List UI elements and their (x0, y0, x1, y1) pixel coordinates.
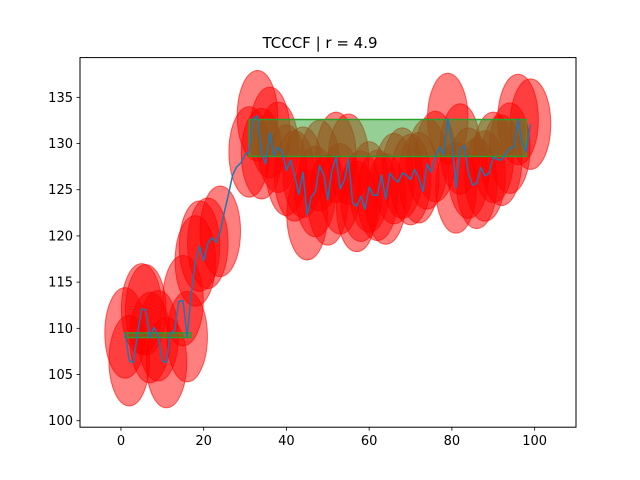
x-tick-label: 100 (522, 434, 547, 449)
y-axis: 100 105 110 115 120 125 130 135 (48, 91, 80, 429)
x-tick-label: 40 (278, 434, 295, 449)
chart-title: TCCCF | r = 4.9 (261, 34, 377, 52)
x-tick-label: 80 (444, 434, 461, 449)
range-band (248, 118, 528, 158)
plot-frame (79, 57, 577, 428)
y-tick-label: 120 (48, 229, 73, 244)
y-tick-label: 115 (48, 276, 73, 291)
y-tick-label: 125 (48, 183, 73, 198)
y-tick-label: 130 (48, 137, 73, 152)
y-tick-label: 105 (48, 368, 73, 383)
y-tick-label: 135 (48, 91, 73, 106)
x-tick-label: 60 (361, 434, 378, 449)
y-tick-label: 100 (48, 414, 73, 429)
y-tick-label: 110 (48, 322, 73, 337)
series-line (124, 115, 532, 364)
x-tick-label: 20 (195, 434, 212, 449)
x-axis: 0 20 40 60 80 100 (117, 427, 547, 449)
x-tick-label: 0 (117, 434, 125, 449)
